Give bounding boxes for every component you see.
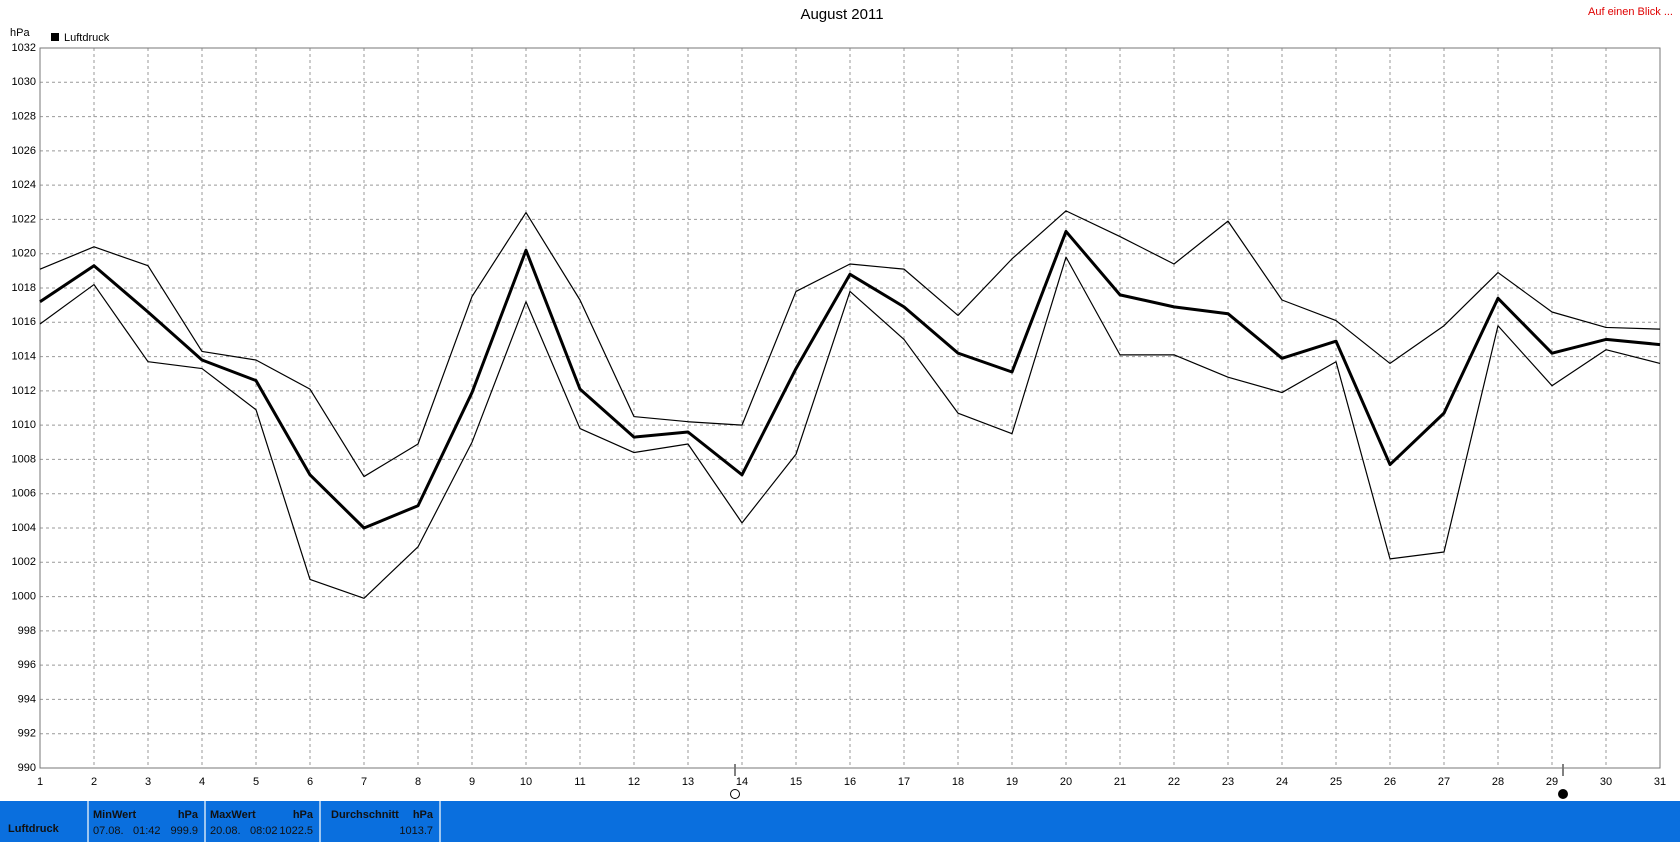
- y-tick-label: 1014: [12, 350, 36, 362]
- value: 999.9: [170, 825, 198, 837]
- x-tick-label: 19: [1006, 776, 1018, 788]
- summary-cell: MaxWert hPa 20.08. 08:02 1022.5: [206, 801, 321, 842]
- summary-cell: Luftdruck: [0, 801, 89, 842]
- y-tick-label: 998: [18, 625, 36, 637]
- col-unit: hPa: [292, 809, 313, 821]
- y-tick-label: 994: [18, 693, 36, 705]
- x-tick-label: 9: [469, 776, 475, 788]
- x-tick-label: 16: [844, 776, 856, 788]
- x-tick-label: 22: [1168, 776, 1180, 788]
- y-tick-label: 1024: [12, 179, 36, 191]
- col-unit: hPa: [177, 809, 198, 821]
- y-tick-label: 1016: [12, 316, 36, 328]
- chart: August 2011 Auf einen Blick ... hPa Luft…: [10, 6, 1673, 799]
- x-tick-label: 20: [1060, 776, 1072, 788]
- col-unit: hPa: [412, 809, 433, 821]
- x-tick-label: 28: [1492, 776, 1504, 788]
- x-tick-label: 2: [91, 776, 97, 788]
- x-tick-label: 29: [1546, 776, 1558, 788]
- y-tick-label: 1010: [12, 419, 36, 431]
- y-tick-label: 1018: [12, 282, 36, 294]
- series-line: [39, 210, 1661, 478]
- x-tick-label: 17: [898, 776, 910, 788]
- value: 1022.5: [279, 825, 313, 837]
- date: 07.08.: [93, 825, 124, 837]
- y-tick-label: 1022: [12, 213, 36, 225]
- y-tick-label: 990: [18, 762, 36, 774]
- y-tick-label: 1028: [12, 110, 36, 122]
- x-tick-label: 27: [1438, 776, 1450, 788]
- y-tick-label: 1000: [12, 590, 36, 602]
- overview-link[interactable]: Auf einen Blick ...: [1588, 6, 1673, 18]
- summary-bar: Luftdruck MinWert hPa 07.08. 01:42 999.9…: [0, 801, 1680, 842]
- series-line: [39, 229, 1661, 530]
- x-tick-label: 14: [736, 776, 748, 788]
- summary-cell: MinWert hPa 07.08. 01:42 999.9: [89, 801, 206, 842]
- col-header: MaxWert: [210, 809, 256, 821]
- x-tick-label: 10: [520, 776, 532, 788]
- y-tick-label: 1012: [12, 385, 36, 397]
- legend-label: Luftdruck: [64, 32, 110, 44]
- x-tick-label: 15: [790, 776, 802, 788]
- row-label: Luftdruck: [8, 823, 59, 835]
- value: 1013.7: [399, 825, 433, 837]
- x-tick-label: 12: [628, 776, 640, 788]
- time: 08:02: [250, 825, 278, 837]
- x-tick-label: 13: [682, 776, 694, 788]
- y-tick-label: 1008: [12, 453, 36, 465]
- y-axis-label: hPa: [10, 27, 30, 39]
- x-tick-label: 31: [1654, 776, 1666, 788]
- x-tick-label: 21: [1114, 776, 1126, 788]
- new-moon-icon: [730, 789, 740, 799]
- x-tick-label: 30: [1600, 776, 1612, 788]
- y-tick-label: 1006: [12, 488, 36, 500]
- x-tick-label: 6: [307, 776, 313, 788]
- x-tick-label: 7: [361, 776, 367, 788]
- x-tick-label: 24: [1276, 776, 1288, 788]
- y-tick-label: 1002: [12, 556, 36, 568]
- y-tick-label: 1032: [12, 42, 36, 54]
- x-tick-label: 4: [199, 776, 205, 788]
- date: 20.08.: [210, 825, 241, 837]
- series-line: [39, 256, 1661, 599]
- x-tick-label: 25: [1330, 776, 1342, 788]
- y-tick-label: 992: [18, 728, 36, 740]
- plot-frame: [39, 47, 1661, 769]
- x-tick-label: 11: [574, 776, 585, 788]
- x-tick-label: 3: [145, 776, 151, 788]
- x-tick-label: 23: [1222, 776, 1234, 788]
- y-tick-label: 1004: [12, 522, 36, 534]
- col-header: Durchschnitt: [331, 809, 399, 821]
- x-tick-label: 26: [1384, 776, 1396, 788]
- y-tick-label: 996: [18, 659, 36, 671]
- legend-swatch: [51, 33, 59, 41]
- y-tick-label: 1030: [12, 76, 36, 88]
- y-tick-label: 1020: [12, 248, 36, 260]
- x-tick-label: 18: [952, 776, 964, 788]
- x-tick-label: 8: [415, 776, 421, 788]
- x-tick-label: 1: [37, 776, 43, 788]
- col-header: MinWert: [93, 809, 137, 821]
- summary-cell: Durchschnitt hPa 1013.7: [321, 801, 441, 842]
- full-moon-icon: [1558, 789, 1568, 799]
- y-tick-label: 1026: [12, 145, 36, 157]
- x-tick-label: 5: [253, 776, 259, 788]
- time: 01:42: [133, 825, 161, 837]
- chart-title: August 2011: [800, 6, 883, 23]
